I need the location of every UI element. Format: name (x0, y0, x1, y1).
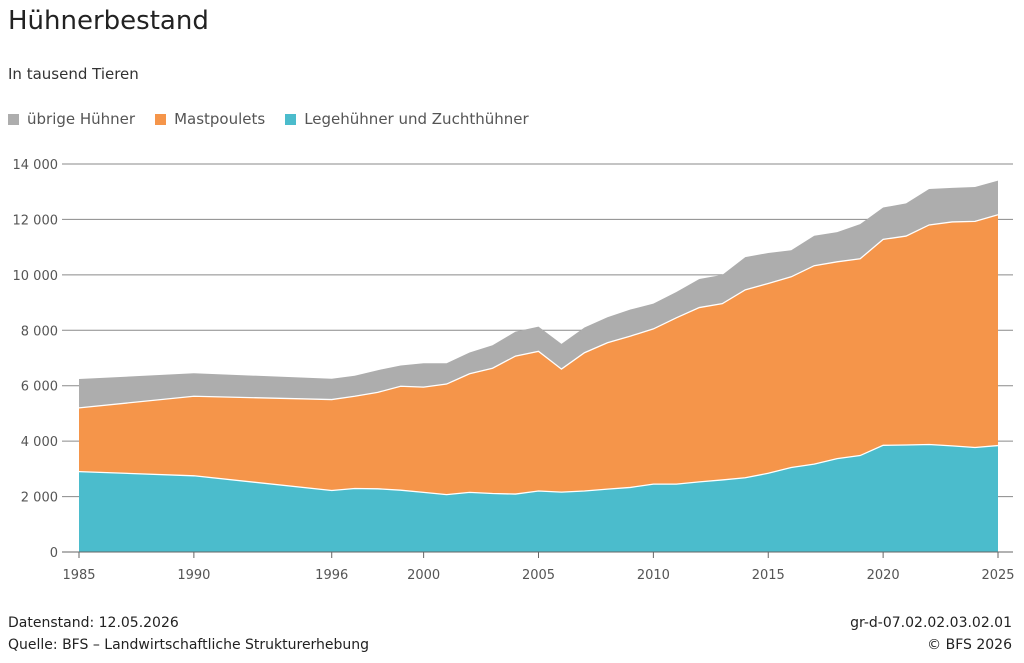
x-tick-label: 1996 (315, 568, 348, 583)
series-boundary-line (78, 443, 999, 496)
y-tick-label: 0 (50, 546, 58, 561)
legend-swatch-legehuehner (285, 113, 297, 125)
y-tick-label: 10 000 (13, 269, 59, 284)
area-legehühner-und-zuchthühner (79, 444, 998, 552)
area-übrige-hühner (79, 180, 998, 408)
area-series (78, 180, 999, 552)
copyright: © BFS 2026 (927, 637, 1012, 653)
series-boundary-line (78, 214, 999, 409)
legend-item-legehuehner: Legehühner und Zuchthühner (285, 110, 529, 128)
y-tick-label: 4 000 (21, 435, 58, 450)
datenstand: Datenstand: 12.05.2026 (8, 615, 179, 631)
chart-subtitle: In tausend Tieren (8, 65, 139, 83)
y-tick-label: 14 000 (13, 158, 59, 173)
legend-label-uebrige: übrige Hühner (27, 110, 136, 128)
y-tick-label: 2 000 (21, 491, 58, 506)
x-tick-label: 2000 (407, 568, 440, 583)
legend: übrige Hühner Mastpoulets Legehühner und… (8, 110, 529, 128)
legend-item-uebrige: übrige Hühner (8, 110, 135, 128)
footer-right: gr-d-07.02.02.03.02.01 © BFS 2026 (850, 612, 1012, 656)
x-tick-label: 2005 (522, 568, 555, 583)
x-tick-label: 1985 (62, 568, 95, 583)
x-tick-label: 2020 (867, 568, 900, 583)
legend-label-mastpoulets: Mastpoulets (174, 110, 266, 128)
y-tick-label: 8 000 (21, 324, 58, 339)
x-tick-label: 2015 (752, 568, 785, 583)
x-tick-label: 2010 (637, 568, 670, 583)
graphic-code: gr-d-07.02.02.03.02.01 (850, 615, 1012, 631)
legend-swatch-mastpoulets (155, 113, 167, 125)
footer-left: Datenstand: 12.05.2026 Quelle: BFS – Lan… (8, 612, 369, 656)
axes: 0 2 000 4 000 6 000 8 000 10 000 12 000 14 000 1… (13, 158, 1015, 583)
x-tick-label: 1990 (177, 568, 210, 583)
area-mastpoulets (79, 214, 998, 495)
x-tick-label: 2025 (981, 568, 1014, 583)
chart-title: Hühnerbestand (8, 6, 209, 36)
legend-label-legehuehner: Legehühner und Zuchthühner (304, 110, 529, 128)
y-tick-label: 12 000 (13, 213, 59, 228)
legend-swatch-uebrige (8, 113, 19, 125)
quelle: Quelle: BFS – Landwirtschaftliche Strukt… (8, 637, 370, 653)
legend-item-mastpoulets: Mastpoulets (155, 110, 265, 128)
y-tick-label: 6 000 (21, 380, 58, 395)
